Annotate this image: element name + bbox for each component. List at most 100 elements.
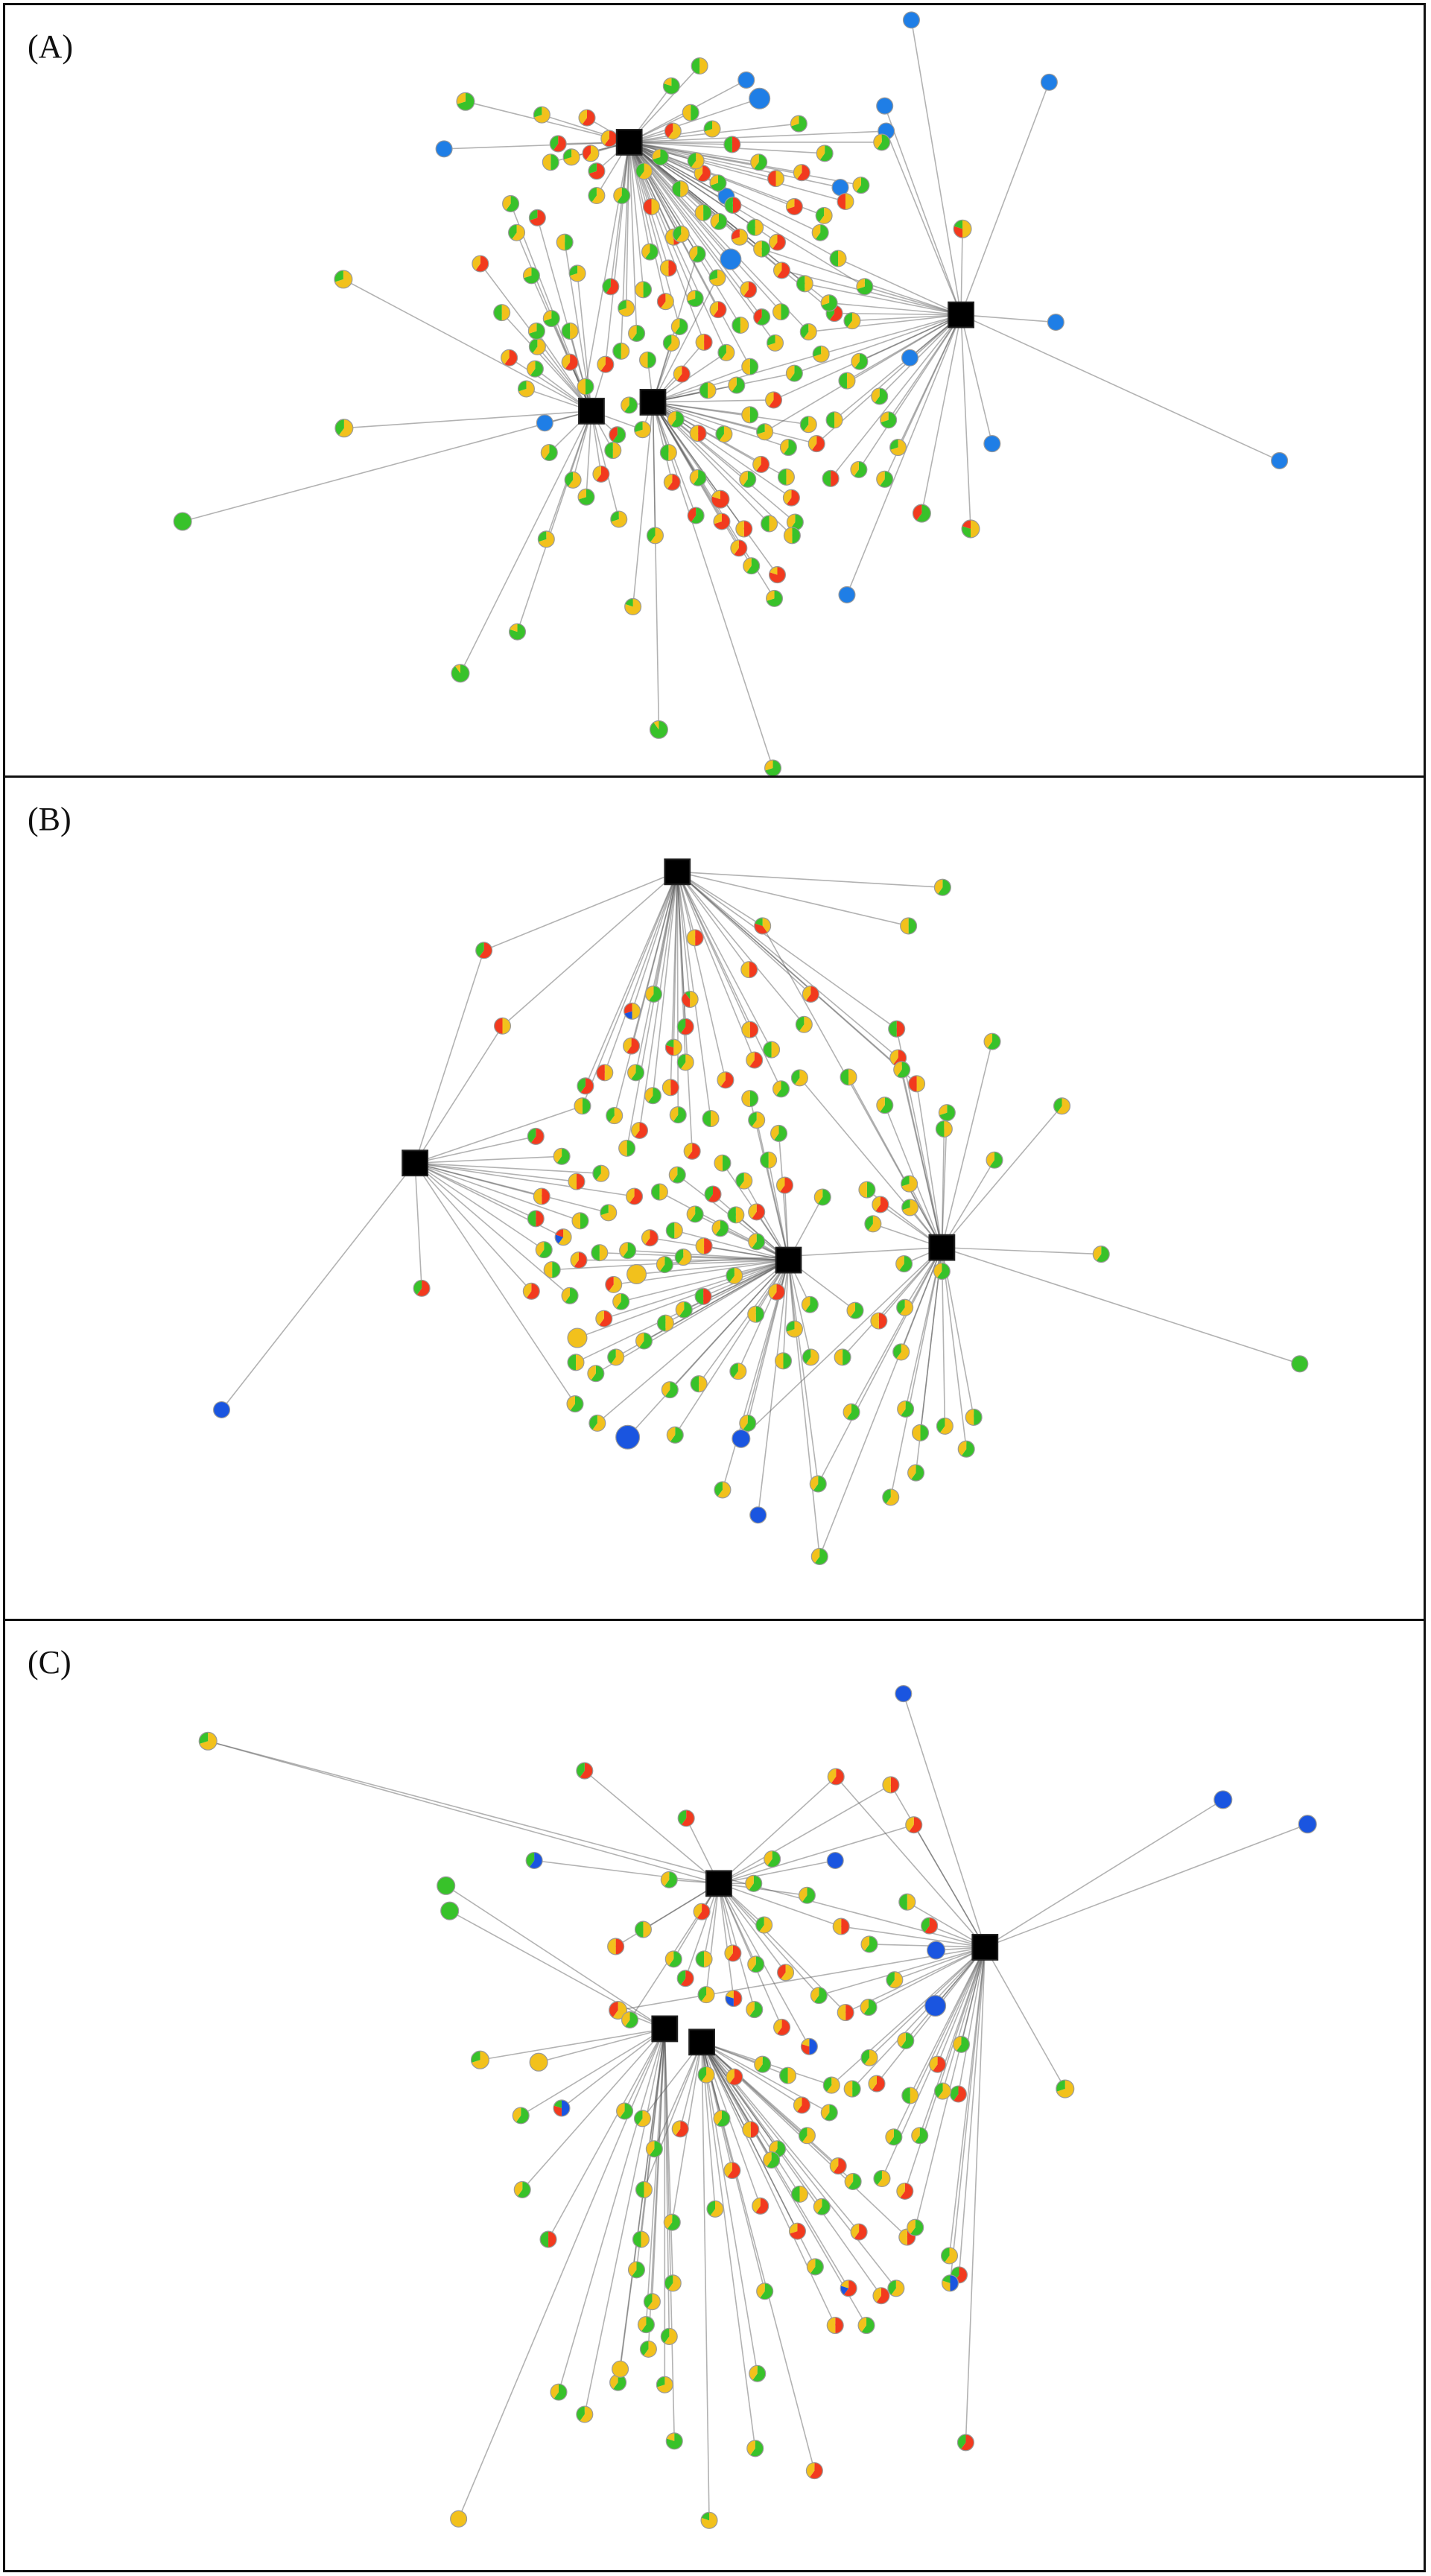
a-node xyxy=(838,372,856,390)
b-edge xyxy=(676,871,918,1085)
c-edge xyxy=(831,1947,986,2086)
b-edges xyxy=(220,871,1301,1557)
a-edge xyxy=(652,402,778,576)
b-hub-i xyxy=(775,1246,802,1274)
a-nodes xyxy=(173,11,1289,775)
c-node xyxy=(793,2096,810,2114)
a-edge xyxy=(921,314,962,514)
a-node xyxy=(829,250,847,267)
b-node xyxy=(644,1087,661,1105)
b-edge xyxy=(676,871,750,971)
a-edge xyxy=(628,142,651,253)
b-node xyxy=(666,1426,684,1444)
b-node xyxy=(535,1241,553,1259)
c-node xyxy=(829,2157,847,2175)
a-node xyxy=(708,269,726,287)
c-node xyxy=(921,1917,939,1935)
b-edge xyxy=(585,872,678,1087)
b-node xyxy=(775,1176,794,1194)
c-node xyxy=(612,2360,629,2378)
b-edge xyxy=(799,1077,942,1249)
c-edge xyxy=(936,1947,986,2065)
c-edge xyxy=(701,2041,822,2207)
b-node xyxy=(567,1327,588,1348)
a-node xyxy=(651,148,669,166)
panel-a-label: (A) xyxy=(28,28,74,65)
b-edge xyxy=(676,871,811,995)
c-edge xyxy=(701,2041,788,2076)
a-node xyxy=(334,419,354,438)
c-edge xyxy=(718,1882,807,1897)
b-node xyxy=(986,1151,1003,1169)
a-node xyxy=(838,586,856,603)
a-edge xyxy=(460,410,592,674)
a-node xyxy=(753,240,771,258)
c-node xyxy=(773,2018,791,2036)
b-node xyxy=(588,1414,606,1432)
c-node xyxy=(897,2031,915,2049)
a-edge xyxy=(629,142,727,197)
c-node xyxy=(576,2405,594,2423)
c-node xyxy=(798,2127,816,2145)
b-node xyxy=(748,1111,766,1129)
c-node xyxy=(723,2161,741,2180)
a-edge xyxy=(858,314,962,470)
c-edge xyxy=(561,2028,665,2109)
a-node xyxy=(777,468,795,486)
a-node xyxy=(528,209,546,226)
a-node xyxy=(743,557,761,575)
c-edge xyxy=(534,1859,720,1885)
b-edge xyxy=(414,1162,576,1404)
b-node xyxy=(746,1051,764,1069)
c-node xyxy=(749,2364,767,2382)
c-node xyxy=(671,2120,689,2138)
b-edge xyxy=(676,872,679,1115)
b-node xyxy=(933,1262,951,1281)
b-node xyxy=(630,1121,649,1140)
b-node xyxy=(892,1343,910,1361)
a-node xyxy=(737,71,755,89)
a-node xyxy=(799,323,817,340)
a-node xyxy=(815,206,833,224)
a-node xyxy=(901,349,919,367)
c-edge xyxy=(480,2028,665,2061)
c-node xyxy=(860,1935,878,1953)
a-edge xyxy=(830,314,962,479)
c-hub-n xyxy=(651,2015,679,2043)
b-node xyxy=(772,1080,790,1098)
a-node xyxy=(782,489,800,507)
a-node xyxy=(564,471,582,489)
b-edge xyxy=(676,872,726,1081)
b-edge xyxy=(597,1259,789,1424)
b-edge xyxy=(694,1214,789,1261)
c-edge xyxy=(718,1883,757,1965)
a-edge xyxy=(610,142,630,287)
b-edge xyxy=(220,1162,416,1410)
c-node xyxy=(927,1941,946,1960)
b-node xyxy=(596,1064,614,1082)
b-node xyxy=(802,1348,819,1366)
a-hubs xyxy=(578,129,974,425)
b-node xyxy=(475,942,493,959)
a-node xyxy=(912,504,931,523)
c-edge xyxy=(718,1859,836,1885)
c-edge xyxy=(718,1784,892,1885)
a-node xyxy=(549,135,567,153)
b-edge xyxy=(901,1069,943,1248)
a-node xyxy=(812,345,830,363)
a-edge xyxy=(632,402,654,607)
c-node xyxy=(827,1768,845,1786)
a-node xyxy=(618,299,635,317)
b-edge xyxy=(621,1259,789,1303)
c-node xyxy=(539,2230,557,2248)
a-node xyxy=(717,343,735,361)
b-edge xyxy=(889,1247,943,1498)
c-hub-o xyxy=(971,1934,999,1961)
b-node xyxy=(732,1429,751,1448)
b-edge xyxy=(650,1237,789,1261)
b-node xyxy=(606,1107,624,1125)
b-node xyxy=(957,1440,975,1458)
c-edge xyxy=(520,2028,665,2116)
c-node xyxy=(725,1990,743,2008)
c-hubs xyxy=(651,1870,999,2056)
